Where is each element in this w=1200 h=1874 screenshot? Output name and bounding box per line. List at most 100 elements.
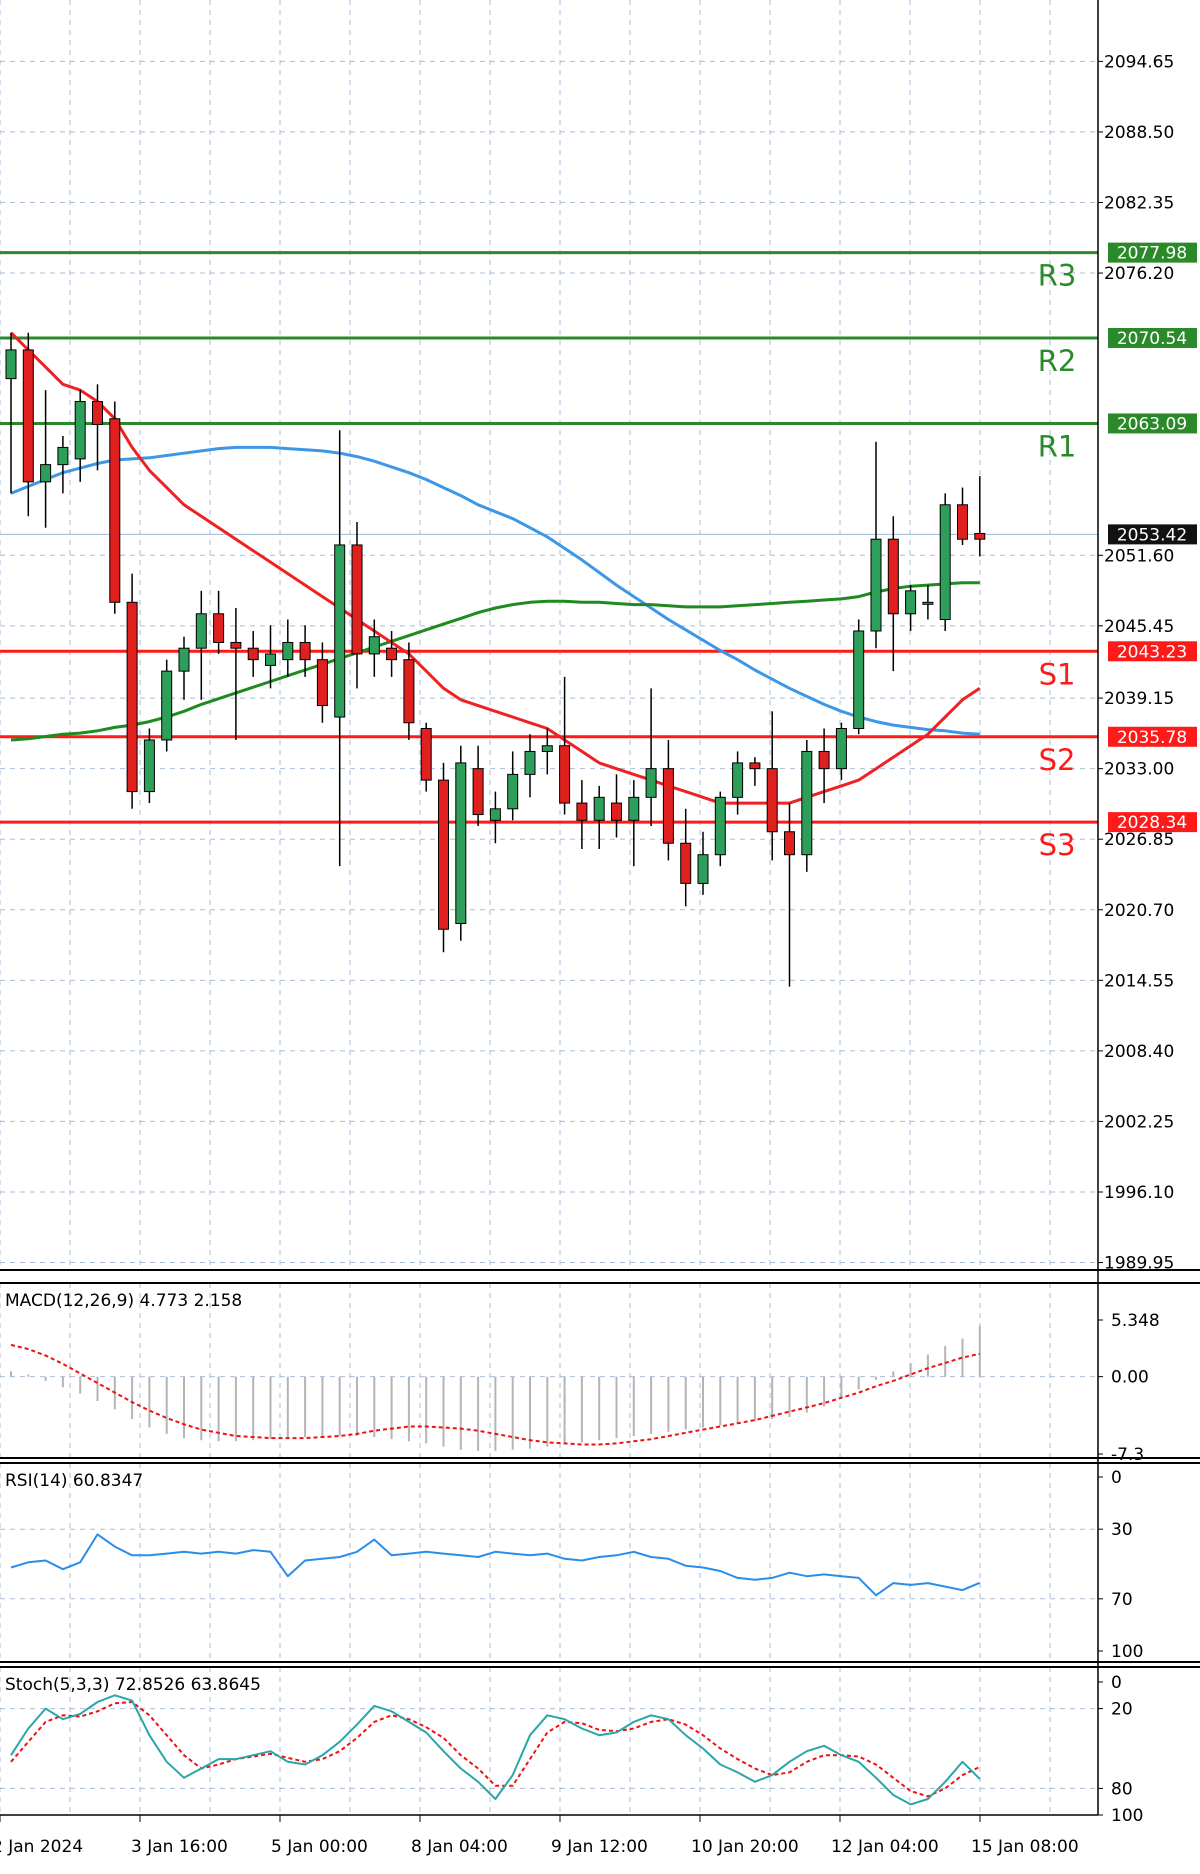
x-tick-label: 5 Jan 00:00 <box>271 1837 368 1857</box>
candle-bearish <box>784 831 795 856</box>
macd-y-tick-label: 5.348 <box>1111 1311 1160 1331</box>
x-tick-label: 3 Jan 16:00 <box>131 1837 228 1857</box>
y-tick-label: 2008.40 <box>1104 1042 1174 1062</box>
moving-average-slow <box>10 445 980 736</box>
candle-bullish <box>732 762 744 798</box>
candle-bullish <box>489 808 501 821</box>
candle-bearish <box>611 802 622 821</box>
macd-y-tick-label: 0.00 <box>1111 1368 1149 1388</box>
candle-bearish <box>230 641 242 649</box>
level-price-tag-text: 2077.98 <box>1117 244 1187 264</box>
candle-bullish <box>161 670 173 741</box>
level-price-tag-text: 2035.78 <box>1117 728 1187 748</box>
candle-bearish <box>766 768 778 833</box>
y-tick-label: 2014.55 <box>1104 971 1174 991</box>
rsi-panel: RSI(14) 60.8347 100 70 30 0 <box>0 1468 1143 1662</box>
candle-bullish <box>835 728 847 770</box>
macd-signal-line <box>10 1343 981 1446</box>
x-tick-label: 12 Jan 04:00 <box>831 1837 939 1857</box>
candle-bearish <box>92 401 103 425</box>
y-tick-label: 2033.00 <box>1104 760 1174 780</box>
candle-bullish <box>195 613 207 649</box>
candle-bearish <box>316 659 328 707</box>
candle-bearish <box>974 532 986 540</box>
candle-bearish <box>22 349 34 483</box>
candle-bearish <box>213 613 225 643</box>
candle-bullish <box>714 796 726 856</box>
level-price-tag-s3 <box>1108 812 1197 833</box>
candle-bearish <box>126 601 138 793</box>
level-label-r3: R3 <box>1038 259 1077 293</box>
grid-layer <box>0 0 1098 1813</box>
level-price-tag-s1 <box>1108 641 1197 662</box>
candle-bearish <box>680 842 692 884</box>
y-tick-label: 2094.65 <box>1104 52 1174 72</box>
moving-averages-layer <box>9 331 981 805</box>
stochastic-panel: Stoch(5,3,3) 72.8526 63.8645 100 80 20 0 <box>0 1673 1143 1826</box>
level-label-s3: S3 <box>1039 828 1076 862</box>
support-resistance-layer: R3 R2 R1 S1 S2 S3 <box>0 251 1098 862</box>
rsi-line <box>10 1533 981 1597</box>
candle-bullish <box>524 750 536 775</box>
level-price-tag-s2 <box>1108 726 1197 747</box>
x-tick-label: 9 Jan 12:00 <box>551 1837 648 1857</box>
candle-bullish <box>143 739 155 793</box>
stoch-y-tick-label: 80 <box>1111 1779 1133 1799</box>
moving-average-fast <box>9 331 981 805</box>
level-price-tag-r1 <box>1108 413 1197 434</box>
level-price-tag-text: 2043.23 <box>1117 642 1187 662</box>
candle-bearish <box>472 768 484 816</box>
stoch-y-tick-label: 20 <box>1111 1700 1133 1720</box>
rsi-title: RSI(14) 60.8347 <box>5 1471 143 1491</box>
x-tick-label: 2 Jan 2024 <box>0 1837 83 1857</box>
candle-bearish <box>299 641 311 661</box>
candle-bullish <box>939 504 951 621</box>
rsi-y-tick-label: 100 <box>1111 1642 1143 1662</box>
macd-panel: MACD(12,26,9) 4.773 2.158 5.348 0.00 -7.3 <box>0 1291 1160 1465</box>
stoch-signal-line <box>10 1701 981 1798</box>
candle-bearish <box>957 504 968 540</box>
candle-bullish <box>905 590 917 615</box>
candle-bearish <box>403 659 415 724</box>
macd-title: MACD(12,26,9) 4.773 2.158 <box>5 1291 242 1311</box>
y-tick-label: 2076.20 <box>1104 264 1174 284</box>
level-label-s1: S1 <box>1039 657 1076 691</box>
y-tick-label: 2026.85 <box>1104 830 1174 850</box>
y-tick-label: 2020.70 <box>1104 901 1174 921</box>
y-tick-label: 2002.25 <box>1104 1112 1174 1132</box>
y-tick-label: 2082.35 <box>1104 193 1174 213</box>
candle-bullish <box>922 601 934 605</box>
candle-bullish <box>455 762 467 925</box>
rsi-y-tick-label: 30 <box>1111 1520 1133 1540</box>
y-tick-label: 1989.95 <box>1104 1254 1174 1274</box>
candle-bullish <box>5 349 17 380</box>
candle-bullish <box>74 401 86 460</box>
candle-bullish <box>628 796 640 821</box>
candle-bearish <box>818 750 830 770</box>
candle-bullish <box>853 630 865 730</box>
level-price-tag-text: 2070.54 <box>1117 329 1187 349</box>
current-price-tag <box>1108 524 1197 545</box>
candle-bearish <box>420 728 432 781</box>
y-tick-label: 1996.10 <box>1104 1183 1174 1203</box>
y-tick-label: 2051.60 <box>1104 546 1174 566</box>
candle-bullish <box>265 653 276 666</box>
candle-bullish <box>334 544 346 718</box>
candle-bearish <box>887 538 899 615</box>
y-tick-label: 2045.45 <box>1104 617 1174 637</box>
candle-bullish <box>541 745 553 752</box>
candle-bullish <box>282 641 294 661</box>
candle-bullish <box>368 636 380 655</box>
x-tick-label: 10 Jan 20:00 <box>691 1837 799 1857</box>
candles-layer <box>5 332 986 987</box>
candle-bearish <box>351 544 363 655</box>
candle-bearish <box>662 768 674 844</box>
macd-y-tick-label: -7.3 <box>1111 1445 1144 1465</box>
candle-bearish <box>438 779 449 930</box>
current-price-tag-text: 2053.42 <box>1117 525 1187 545</box>
candle-bullish <box>178 647 190 672</box>
candle-bullish <box>645 768 657 798</box>
